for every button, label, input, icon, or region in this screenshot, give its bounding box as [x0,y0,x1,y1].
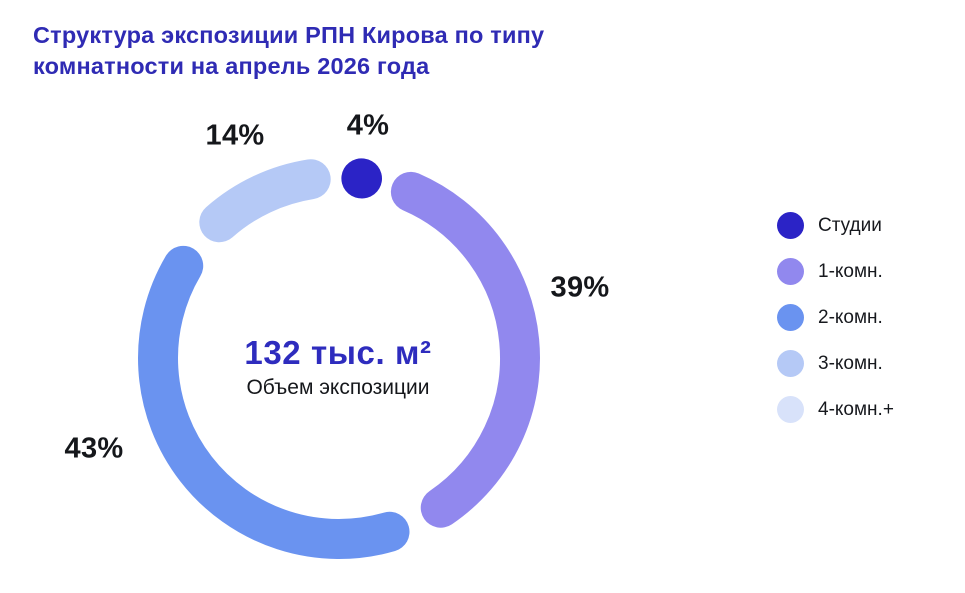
legend-item-Студии: Студии [777,212,894,239]
segment-value-label-2-комн.: 43% [64,432,124,465]
donut-center-text: 132 тыс. м² Объем экспозиции [244,334,431,400]
center-value: 132 тыс. м² [244,334,432,371]
legend-item-4-комн.+: 4-комн.+ [777,396,894,423]
legend-swatch-icon [777,212,804,239]
legend-swatch-icon [777,258,804,285]
legend-item-3-комн.: 3-комн. [777,350,894,377]
chart-title-line1: Структура экспозиции РПН Кирова по типу [33,22,545,48]
donut-segment-3-комн. [199,159,331,243]
chart-title-line2: комнатности на апрель 2026 года [33,53,430,79]
donut-segment-2-комн. [138,245,410,559]
legend-swatch-icon [777,350,804,377]
legend-item-label: 2-комн. [818,306,883,328]
legend-item-label: 3-комн. [818,352,883,374]
legend-item-label: 4-комн.+ [818,398,894,420]
center-label: Объем экспозиции [246,376,430,399]
legend-swatch-icon [777,304,804,331]
segment-value-label-1-комн.: 39% [550,271,610,304]
segment-value-label-3-комн.: 14% [205,119,265,152]
legend-swatch-icon [777,396,804,423]
legend-item-1-комн.: 1-комн. [777,258,894,285]
legend-item-label: Студии [818,214,882,236]
legend-item-label: 1-комн. [818,260,883,282]
donut-segment-1-комн. [390,171,540,528]
legend: Студии 1-комн. 2-комн. 3-комн. 4-комн.+ [777,212,894,423]
legend-item-2-комн.: 2-комн. [777,304,894,331]
segment-value-label-Студии: 4% [346,109,390,142]
chart-title: Структура экспозиции РПН Кирова по типу … [33,20,713,82]
